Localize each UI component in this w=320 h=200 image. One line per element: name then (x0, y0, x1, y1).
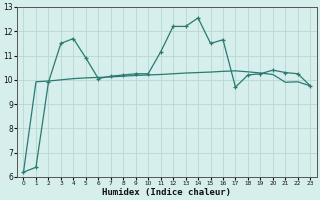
X-axis label: Humidex (Indice chaleur): Humidex (Indice chaleur) (102, 188, 231, 197)
